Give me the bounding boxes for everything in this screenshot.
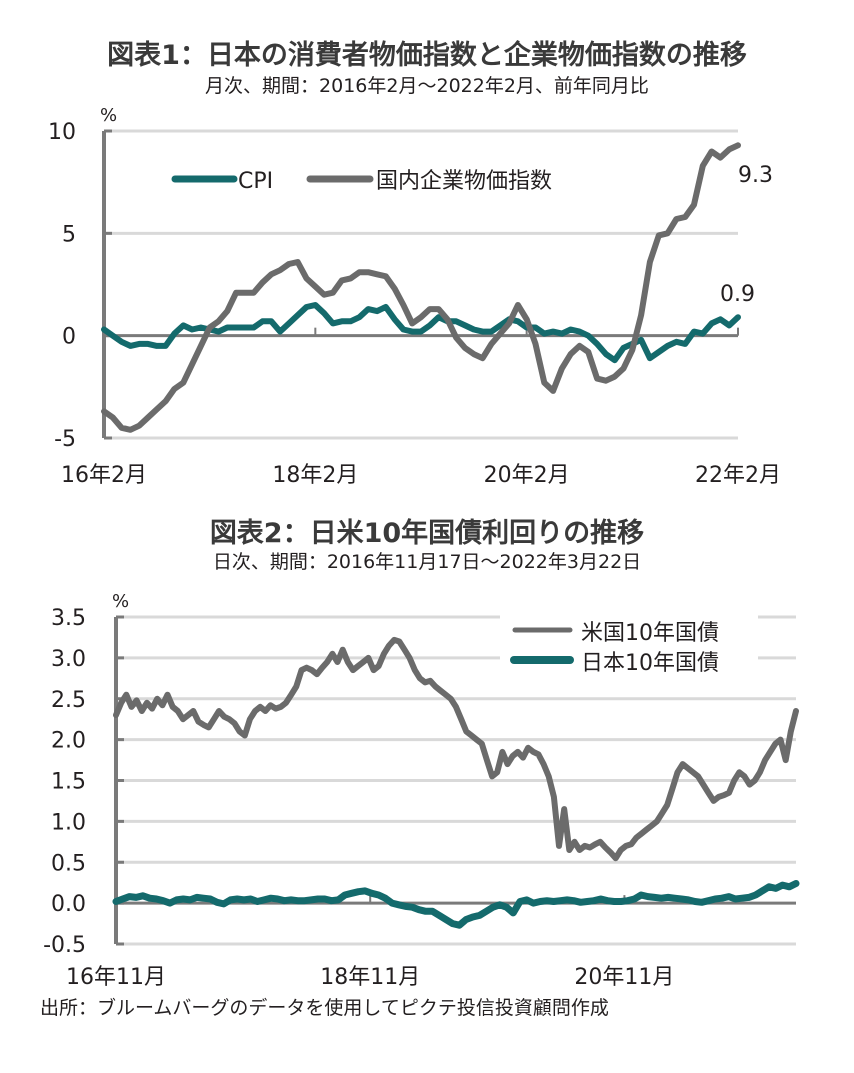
chart2: 3.5 3.0 2.5 2.0 1.5 1.0 0.5 0.0 -0.5% 16年11月 18年11… bbox=[43, 591, 800, 990]
x-tick-label: 18年11月 bbox=[320, 965, 420, 990]
legend-label-cgpi: 国内企業物価指数 bbox=[376, 169, 552, 194]
source-note: 出所：ブルームバーグのデータを使用してピクテ投信投資顧問作成 bbox=[40, 997, 609, 1019]
y-unit-label: % bbox=[100, 105, 117, 126]
x-tick-label: 18年2月 bbox=[272, 463, 358, 488]
y-tick-label: 2.5 bbox=[51, 688, 86, 713]
y-tick-label: 5 bbox=[62, 222, 76, 247]
chart1-title: 図表1：日本の消費者物価指数と企業物価指数の推移 bbox=[107, 40, 747, 71]
y-tick-label: 2.0 bbox=[51, 729, 86, 754]
series-line-1 bbox=[113, 636, 799, 862]
legend-label-cpi: CPI bbox=[238, 169, 273, 194]
y-tick-label: 1.5 bbox=[51, 770, 86, 795]
legend-label-us10y: 米国10年国債 bbox=[581, 621, 719, 646]
series-line-2 bbox=[101, 142, 741, 433]
y-tick-label: -5 bbox=[54, 427, 76, 452]
y-tick-label: 3.5 bbox=[51, 606, 86, 631]
x-tick-label: 22年2月 bbox=[695, 463, 781, 488]
y-unit-label: % bbox=[112, 591, 129, 612]
y-tick-label: 3.0 bbox=[51, 647, 86, 672]
legend-background bbox=[170, 162, 610, 198]
y-tick-label: 0.5 bbox=[51, 851, 86, 876]
series-line-2 bbox=[112, 880, 800, 929]
y-tick-label: 0.0 bbox=[51, 892, 86, 917]
legend-background bbox=[500, 610, 758, 678]
x-tick-label: 16年2月 bbox=[61, 463, 147, 488]
legend-label-jp10y: 日本10年国債 bbox=[581, 651, 719, 676]
x-tick-label: 20年2月 bbox=[484, 463, 570, 488]
chart2-title: 図表2：日米10年国債利回りの推移 bbox=[209, 518, 645, 549]
annotation-cpi-last: 0.9 bbox=[720, 282, 755, 307]
chart1: 10 5 0 -5% 16年2月 18年2月 20年2月 22年2月 CPI 国内企業物価指数 9.… bbox=[48, 105, 781, 488]
y-tick-label: 1.0 bbox=[51, 810, 86, 835]
y-tick-label: 10 bbox=[48, 120, 76, 145]
chart2-subtitle: 日次、期間：2016年11月17日～2022年3月22日 bbox=[212, 551, 642, 573]
annotation-cgpi-last: 9.3 bbox=[738, 163, 773, 188]
x-tick-label: 20年11月 bbox=[574, 965, 674, 990]
x-tick-label: 16年11月 bbox=[66, 965, 166, 990]
chart1-subtitle: 月次、期間：2016年2月～2022年2月、前年同月比 bbox=[205, 75, 649, 97]
y-tick-label: 0 bbox=[62, 325, 76, 350]
y-tick-label: -0.5 bbox=[43, 933, 86, 958]
